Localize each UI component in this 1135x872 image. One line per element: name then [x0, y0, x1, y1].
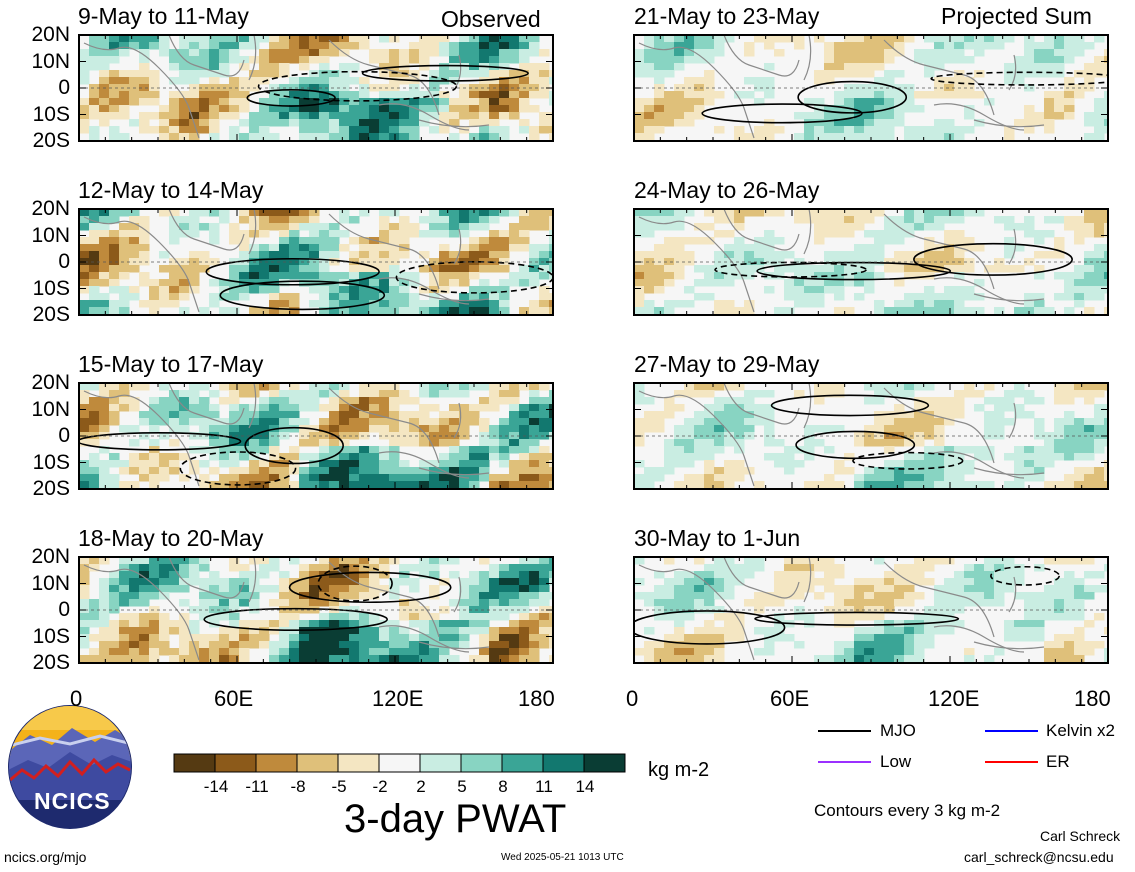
map-panel [633, 34, 1109, 142]
y-tick-label: 10S [32, 625, 70, 648]
legend-lines [818, 730, 1038, 763]
colorbar-swatch [583, 753, 626, 773]
colorbar-label: 11 [535, 777, 553, 796]
website-link[interactable]: ncics.org/mjo [4, 849, 87, 865]
units-label: kg m-2 [648, 759, 710, 781]
panel-title: 15-May to 17-May [78, 351, 264, 377]
colorbar-swatch [173, 753, 216, 773]
y-tick-label: 10N [31, 398, 70, 421]
x-tick-label: 60E [214, 686, 254, 711]
colorbar [173, 753, 626, 773]
y-tick-label: 0 [58, 598, 70, 621]
colorbar-swatch [255, 753, 298, 773]
x-tick-label: 60E [770, 686, 810, 711]
colorbar-label: 14 [575, 777, 595, 796]
panel-title: 9-May to 11-May [78, 3, 249, 29]
x-tick-label: 120E [928, 686, 980, 711]
y-tick-label: 20S [32, 129, 70, 152]
y-tick-label: 20S [32, 303, 70, 326]
legend-label-low: Low [880, 752, 912, 771]
y-tick-label: 10S [32, 277, 70, 300]
map-panel [78, 556, 554, 664]
variable-title: 3-day PWAT [344, 797, 567, 841]
x-tick-label: 120E [372, 686, 424, 711]
panel-title: 30-May to 1-Jun [634, 525, 801, 551]
y-tick-label: 10N [31, 572, 70, 595]
x-tick-label: 180 [1074, 686, 1111, 711]
panel-title: 18-May to 20-May [78, 525, 264, 551]
y-tick-label: 20N [31, 545, 70, 568]
projected-sum-label: Projected Sum [941, 3, 1092, 29]
colorbar-label: -5 [331, 777, 347, 796]
colorbar-swatch [214, 753, 257, 773]
colorbar-swatch [501, 753, 544, 773]
x-tick-label: 0 [626, 686, 639, 711]
map-panel [78, 382, 554, 490]
y-tick-label: 20S [32, 477, 70, 500]
panel-title: 21-May to 23-May [634, 3, 820, 29]
map-panel [633, 556, 1109, 664]
colorbar-label: 5 [457, 777, 467, 796]
y-tick-label: 0 [58, 424, 70, 447]
x-tick-label: 180 [518, 686, 555, 711]
panel-title: 24-May to 26-May [634, 177, 820, 203]
colorbar-swatch [378, 753, 421, 773]
ncics-logo-text: NCICS [34, 788, 111, 814]
y-tick-label: 0 [58, 250, 70, 273]
colorbar-swatch [419, 753, 462, 773]
colorbar-label: -11 [245, 777, 269, 796]
map-panel [78, 208, 554, 316]
observed-label: Observed [441, 6, 541, 32]
colorbar-label: 2 [416, 777, 426, 796]
y-tick-label: 10N [31, 50, 70, 73]
x-tick-label: 0 [70, 686, 83, 711]
colorbar-swatch [296, 753, 339, 773]
legend-label-mjo: MJO [880, 721, 916, 740]
legend-label-kelvin: Kelvin x2 [1046, 721, 1115, 740]
y-tick-label: 20S [32, 651, 70, 674]
contour-note: Contours every 3 kg m-2 [814, 801, 1001, 820]
author-email[interactable]: carl_schreck@ncsu.edu [964, 849, 1114, 865]
map-panel [78, 34, 554, 142]
colorbar-label: -2 [372, 777, 388, 796]
y-tick-label: 20N [31, 23, 70, 46]
colorbar-swatch [337, 753, 380, 773]
y-tick-label: 10N [31, 224, 70, 247]
panel-title: 27-May to 29-May [634, 351, 820, 377]
y-tick-label: 10S [32, 451, 70, 474]
y-tick-label: 0 [58, 76, 70, 99]
y-tick-label: 20N [31, 197, 70, 220]
map-panel [633, 382, 1109, 490]
legend-label-er: ER [1046, 752, 1070, 771]
colorbar-label: 8 [498, 777, 508, 796]
map-panel [633, 208, 1109, 316]
colorbar-label: -8 [290, 777, 306, 796]
colorbar-label: -14 [203, 777, 229, 796]
y-tick-label: 10S [32, 103, 70, 126]
y-tick-label: 20N [31, 371, 70, 394]
author-name: Carl Schreck [1040, 828, 1121, 844]
colorbar-swatch [460, 753, 503, 773]
panel-title: 12-May to 14-May [78, 177, 264, 203]
timestamp: Wed 2025-05-21 1013 UTC [501, 852, 624, 863]
colorbar-swatch [542, 753, 585, 773]
